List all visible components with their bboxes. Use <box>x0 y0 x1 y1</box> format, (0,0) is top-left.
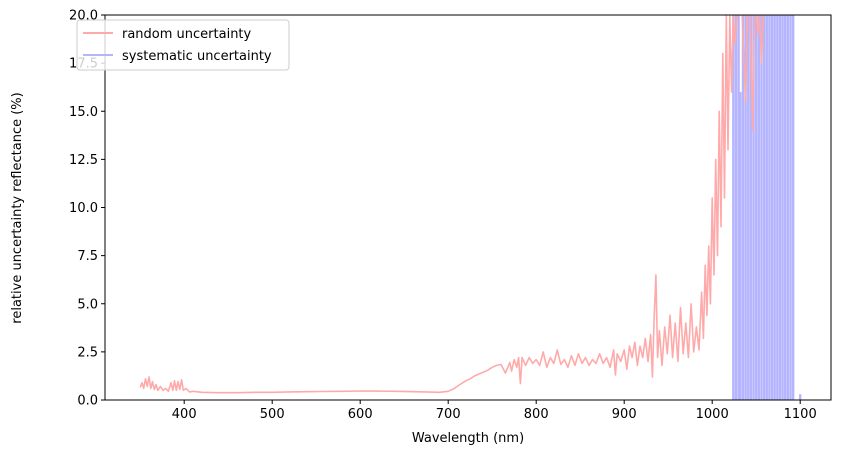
y-tick-label: 15.0 <box>69 105 98 120</box>
y-tick-label: 7.5 <box>77 249 98 264</box>
x-tick-label: 800 <box>524 407 549 422</box>
y-tick-label: 0.0 <box>77 394 98 409</box>
x-tick-label: 1000 <box>696 407 729 422</box>
series-systematic <box>732 15 802 400</box>
y-axis-label: relative uncertainty reflectance (%) <box>10 92 25 323</box>
legend: random uncertainty systematic uncertaint… <box>76 19 290 71</box>
y-tick-label: 2.5 <box>77 345 98 360</box>
x-tick-label: 600 <box>348 407 373 422</box>
x-tick-label: 400 <box>172 407 197 422</box>
x-axis: 400 500 600 700 800 900 1000 1100 <box>172 400 817 422</box>
legend-label-systematic: systematic uncertainty <box>122 49 272 64</box>
legend-box <box>76 19 290 71</box>
x-axis-label: Wavelength (nm) <box>412 431 524 446</box>
x-tick-label: 900 <box>612 407 637 422</box>
legend-label-random: random uncertainty <box>122 27 252 42</box>
x-tick-label: 500 <box>260 407 285 422</box>
x-tick-label: 1100 <box>784 407 817 422</box>
x-tick-label: 700 <box>436 407 461 422</box>
series-layer <box>139 15 802 400</box>
y-tick-label: 10.0 <box>69 201 98 216</box>
y-tick-label: 12.5 <box>69 153 98 168</box>
y-tick-label: 5.0 <box>77 297 98 312</box>
series-random <box>139 15 765 394</box>
plot-background <box>105 15 831 400</box>
